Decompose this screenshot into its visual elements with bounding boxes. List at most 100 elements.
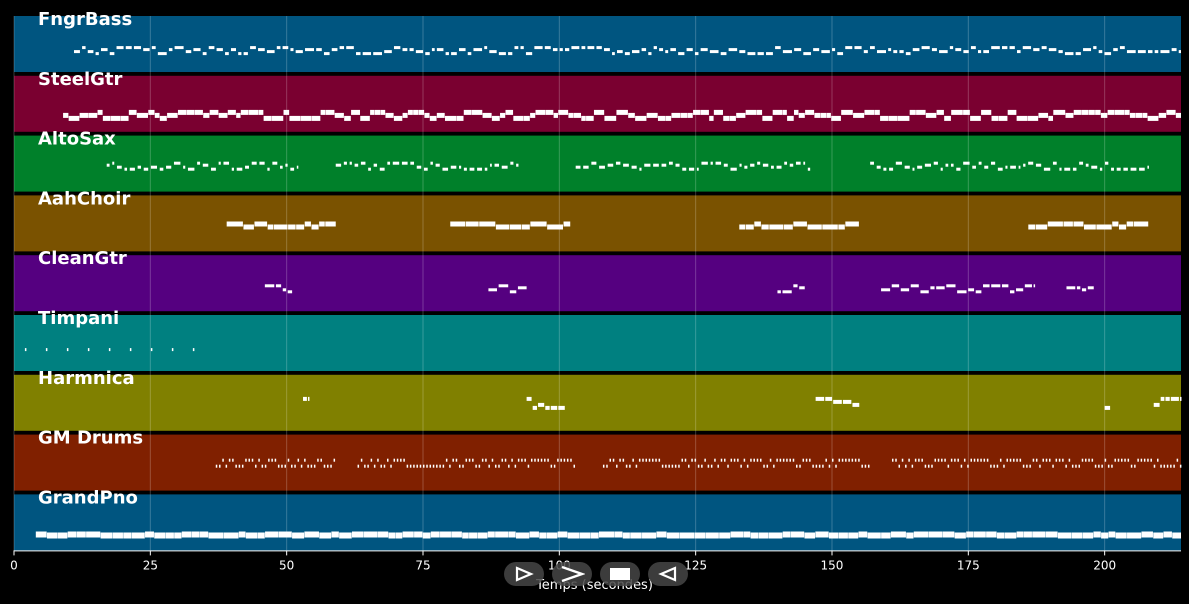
note-altosax — [917, 165, 923, 169]
note-gm-drums — [277, 464, 280, 468]
note-fngrbass — [498, 52, 506, 56]
note-cleangtr — [1033, 284, 1036, 288]
note-harmnica — [545, 405, 550, 410]
note-steelgtr — [787, 115, 794, 121]
note-fngrbass — [101, 48, 108, 52]
note-aahchoir — [273, 224, 288, 230]
note-gm-drums — [678, 464, 680, 468]
note-timpani — [24, 348, 27, 352]
note-gm-drums — [763, 464, 765, 468]
note-fngrbass — [168, 48, 173, 52]
note-fngrbass — [949, 46, 954, 50]
note-grandpno — [881, 532, 891, 539]
note-steelgtr — [456, 115, 464, 121]
note-cleangtr — [991, 284, 1001, 288]
note-altosax — [280, 165, 283, 169]
note-cleangtr — [1081, 288, 1087, 292]
note-fngrbass — [393, 46, 401, 50]
note-gm-drums — [1104, 458, 1107, 462]
note-gm-drums — [462, 464, 464, 468]
note-steelgtr — [136, 112, 148, 118]
note-steelgtr — [240, 109, 249, 115]
note-gm-drums — [822, 464, 824, 468]
note-altosax — [392, 161, 400, 165]
note-cleangtr — [910, 284, 919, 288]
note-aahchoir — [1112, 221, 1119, 227]
note-gm-drums — [1091, 458, 1094, 462]
note-gm-drums — [701, 464, 703, 468]
note-gm-drums — [458, 464, 461, 468]
note-cleangtr — [920, 290, 929, 294]
note-grandpno — [782, 531, 791, 538]
note-gm-drums — [498, 464, 500, 468]
note-steelgtr — [1114, 109, 1125, 115]
note-grandpno — [1057, 532, 1072, 539]
note-fngrbass — [525, 52, 533, 56]
note-gm-drums — [327, 464, 329, 468]
note-altosax — [744, 165, 748, 169]
rewind-button[interactable] — [648, 562, 688, 586]
note-altosax — [187, 167, 195, 171]
note-grandpno — [743, 531, 751, 538]
note-grandpno — [76, 531, 86, 538]
note-steelgtr — [236, 112, 241, 118]
note-gm-drums — [606, 464, 608, 468]
note-fngrbass — [991, 46, 1000, 50]
note-grandpno — [828, 532, 839, 539]
note-gm-drums — [485, 458, 487, 462]
note-gm-drums — [1163, 464, 1166, 468]
note-fngrbass — [905, 52, 911, 56]
note-steelgtr — [1016, 115, 1028, 121]
note-gm-drums — [219, 464, 221, 468]
note-gm-drums — [924, 464, 927, 468]
note-steelgtr — [1081, 109, 1089, 115]
play-button[interactable] — [504, 562, 544, 586]
note-fngrbass — [766, 52, 773, 56]
note-gm-drums — [423, 464, 425, 468]
note-gm-drums — [1107, 464, 1110, 468]
note-steelgtr — [97, 109, 103, 115]
note-altosax — [984, 165, 989, 169]
note-aahchoir — [838, 224, 845, 230]
note-grandpno — [351, 531, 364, 538]
note-fngrbass — [425, 52, 430, 56]
note-gm-drums — [232, 458, 234, 462]
note-altosax — [354, 163, 359, 167]
note-fngrbass — [899, 50, 904, 54]
note-fngrbass — [445, 52, 449, 56]
note-harmnica — [815, 396, 825, 401]
x-tick-label: 200 — [1093, 558, 1116, 572]
note-fngrbass — [402, 48, 408, 52]
note-steelgtr — [991, 115, 999, 121]
note-gm-drums — [805, 458, 808, 462]
note-gm-drums — [996, 464, 999, 468]
note-fngrbass — [837, 52, 844, 56]
note-steelgtr — [820, 112, 827, 118]
note-grandpno — [719, 532, 731, 539]
note-altosax — [435, 163, 440, 167]
note-fngrbass — [202, 52, 207, 56]
note-gm-drums — [1117, 458, 1120, 462]
note-altosax — [112, 161, 115, 165]
note-gm-drums — [619, 458, 621, 462]
note-gm-drums — [222, 458, 224, 462]
note-gm-drums — [1143, 458, 1146, 462]
note-altosax — [267, 167, 270, 171]
note-fngrbass — [931, 48, 937, 52]
note-steelgtr — [1124, 109, 1130, 115]
note-steelgtr — [535, 109, 546, 115]
note-aahchoir — [319, 221, 325, 227]
note-steelgtr — [586, 115, 594, 121]
note-gm-drums — [753, 458, 755, 462]
note-gm-drums — [990, 464, 992, 468]
note-aahchoir — [563, 221, 571, 227]
stop-button[interactable] — [600, 562, 640, 586]
note-aahchoir — [304, 221, 311, 227]
note-gm-drums — [684, 458, 687, 462]
note-steelgtr — [120, 115, 129, 121]
note-gm-drums — [373, 464, 376, 468]
note-gm-drums — [818, 464, 821, 468]
note-fngrbass — [1178, 50, 1181, 54]
forward-button[interactable] — [552, 562, 592, 586]
note-gm-drums — [867, 464, 870, 468]
